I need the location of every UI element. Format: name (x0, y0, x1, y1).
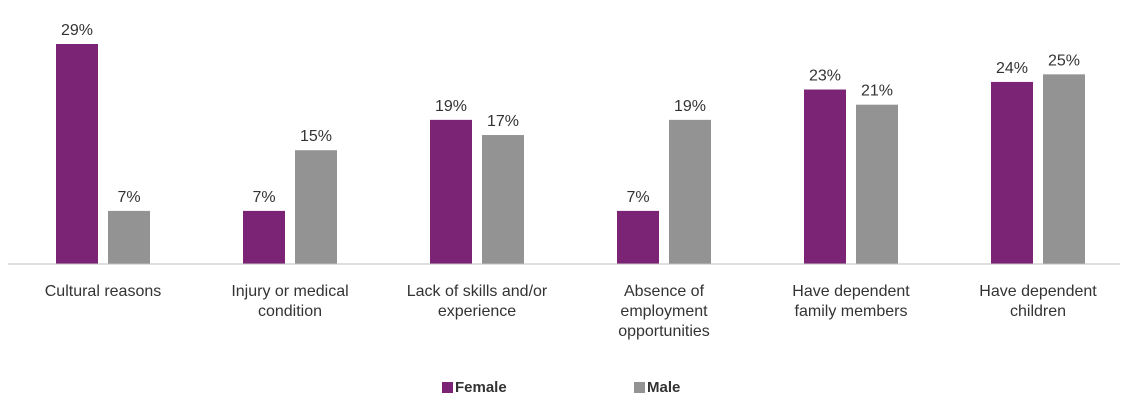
category-label-have-dependent-children: Have dependent children (979, 283, 1097, 320)
value-label-male-injury-or-medical-condition: 15% (300, 128, 332, 145)
category-label-injury-or-medical-condition: Injury or medical condition (231, 283, 348, 320)
category-label-lack-of-skills-and-or-experience: Lack of skills and/or experience (407, 283, 548, 320)
category-label-have-dependent-family-members: Have dependent family members (792, 283, 910, 320)
bar-male-absence-of-employment-opportunities (669, 119, 711, 265)
category-label-absence-of-employment-opportunities: Absence of employment opportunities (618, 283, 710, 340)
value-label-female-have-dependent-children: 24% (996, 60, 1028, 77)
bar-female-have-dependent-family-members (804, 89, 846, 264)
legend-label-female: Female (455, 379, 507, 396)
value-labels-group: 29% 7% 7% 15% 19% 17% 7% 19% 23% 21% 24% 25% (61, 22, 1080, 206)
value-label-male-lack-of-skills-and-or-experience: 17% (487, 113, 519, 130)
category-label-cultural-reasons: Cultural reasons (45, 283, 162, 300)
bars-group (56, 44, 1085, 265)
value-label-male-absence-of-employment-opportunities: 19% (674, 98, 706, 115)
value-label-female-cultural-reasons: 29% (61, 22, 93, 39)
value-label-male-have-dependent-family-members: 21% (861, 83, 893, 100)
category-labels-group: Cultural reasons Injury or medical conditi… (45, 283, 1098, 340)
legend-swatch-male (634, 382, 645, 393)
bar-female-injury-or-medical-condition (243, 210, 285, 264)
bar-male-have-dependent-family-members (856, 104, 898, 264)
value-label-female-lack-of-skills-and-or-experience: 19% (435, 98, 467, 115)
bar-male-have-dependent-children (1043, 74, 1085, 265)
value-label-female-injury-or-medical-condition: 7% (252, 189, 275, 206)
legend: Female Male (0, 379, 1128, 401)
bar-female-have-dependent-children (991, 81, 1033, 265)
legend-item-male: Male (634, 379, 680, 396)
legend-label-male: Male (647, 379, 681, 396)
legend-item-female: Female (442, 379, 507, 396)
value-label-male-cultural-reasons: 7% (117, 189, 140, 206)
bar-female-lack-of-skills-and-or-experience (430, 119, 472, 265)
bar-male-injury-or-medical-condition (295, 150, 337, 264)
bar-female-absence-of-employment-opportunities (617, 210, 659, 264)
value-label-female-absence-of-employment-opportunities: 7% (626, 189, 649, 206)
bar-male-cultural-reasons (108, 210, 150, 264)
value-label-female-have-dependent-family-members: 23% (809, 68, 841, 85)
bar-male-lack-of-skills-and-or-experience (482, 135, 524, 264)
bar-female-cultural-reasons (56, 44, 98, 264)
value-label-male-have-dependent-children: 25% (1048, 52, 1080, 69)
legend-swatch-female (442, 382, 453, 393)
